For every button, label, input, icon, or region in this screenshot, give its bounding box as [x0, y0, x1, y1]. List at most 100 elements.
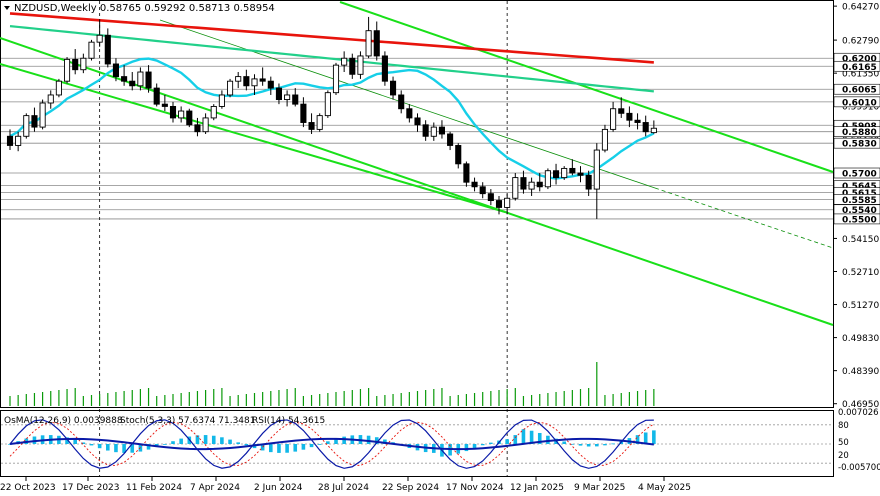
- time-tick-label: 22 Sep 2024: [382, 483, 439, 493]
- candle-bull: [251, 78, 258, 87]
- time-tick-label: 4 May 2025: [638, 483, 691, 493]
- osma-bar: [211, 435, 216, 444]
- level-label: 0.5880: [842, 128, 877, 138]
- candle-bull: [218, 94, 225, 107]
- price-tick-label: 0.59910: [842, 103, 879, 113]
- candle-bear: [585, 174, 592, 190]
- candle-bull: [593, 149, 600, 190]
- time-tick-label: 12 Jan 2025: [510, 483, 564, 493]
- candle-bear: [414, 117, 421, 126]
- candle-bull: [332, 64, 340, 94]
- indicator-axis-label: 20: [838, 451, 849, 461]
- time-tick-label: 2 Jun 2024: [254, 483, 303, 493]
- osma-bar: [73, 439, 77, 444]
- candle-bull: [23, 115, 30, 137]
- osma-bar: [537, 432, 542, 444]
- osma-bar: [546, 435, 550, 444]
- osma-bar: [163, 444, 167, 445]
- osma-bar: [179, 438, 183, 444]
- candle-bear: [463, 163, 470, 183]
- indicator-axis-label: -0.005700: [838, 463, 880, 473]
- candle-bull: [341, 57, 348, 66]
- candle-bear: [447, 133, 454, 146]
- osma-bar: [521, 429, 526, 444]
- candle-bear: [259, 78, 266, 82]
- level-label-box: [833, 167, 880, 179]
- osma-bar: [244, 444, 249, 446]
- candle-bear: [626, 112, 633, 121]
- time-tick-label: 17 Nov 2024: [446, 483, 504, 493]
- osma-bar: [635, 435, 640, 444]
- candle-bear: [104, 34, 111, 65]
- osma-bar: [562, 441, 566, 444]
- candle-bull: [88, 41, 95, 59]
- osma-bar: [342, 436, 346, 444]
- osma-bar: [65, 437, 69, 444]
- candle-bull: [316, 115, 323, 130]
- candle-bear: [129, 80, 136, 87]
- symbol-header: NZDUSD,Weekly 0.58765 0.59292 0.58713 0.…: [4, 3, 275, 14]
- candle-bear: [194, 124, 201, 133]
- candle-bull: [610, 108, 617, 130]
- candle-bear: [373, 30, 380, 57]
- osma-bar: [146, 444, 151, 450]
- osma-bar: [603, 444, 607, 446]
- time-tick-label: 17 Dec 2023: [62, 483, 120, 493]
- candle-bear: [390, 80, 397, 96]
- price-tick-label: 0.64270: [842, 3, 879, 13]
- candle-bull: [528, 181, 535, 190]
- osma-bar: [89, 444, 94, 446]
- candle-bear: [455, 145, 462, 165]
- indicator-axis-label: 80: [838, 421, 849, 431]
- volume-bars: [9, 362, 655, 406]
- candle-bull: [80, 57, 87, 71]
- candle-bear: [577, 172, 584, 176]
- candle-bear: [471, 181, 478, 188]
- osma-bar: [383, 439, 387, 444]
- candle-bull: [55, 80, 62, 96]
- level-label-box: [833, 83, 880, 95]
- time-tick-label: 11 Feb 2024: [126, 483, 182, 493]
- level-label: 0.5540: [842, 206, 877, 216]
- level-label: 0.6010: [842, 98, 877, 108]
- level-label: 0.5615: [842, 189, 877, 199]
- collapse-triangle-icon[interactable]: [4, 6, 10, 10]
- indicator-panel-frame: [0, 410, 834, 477]
- candle-bear: [569, 167, 576, 174]
- osma-bar: [505, 439, 509, 444]
- price-tick-label: 0.51270: [842, 301, 879, 311]
- candle-bear: [406, 108, 413, 119]
- candle-bear: [422, 124, 429, 137]
- candle-bear: [153, 87, 160, 105]
- stoch-main-line: [9, 419, 654, 469]
- candle-bull: [324, 92, 331, 117]
- osma-bar: [195, 435, 200, 444]
- candle-bear: [145, 71, 152, 89]
- osma-bar: [480, 444, 485, 446]
- candle-bear: [349, 57, 356, 75]
- candle-bull: [63, 58, 71, 82]
- stoch-signal-line: [9, 421, 655, 466]
- level-label-box: [833, 96, 880, 108]
- osma-bar: [570, 443, 575, 445]
- candle-bull: [202, 117, 209, 133]
- candle-bull: [178, 110, 185, 119]
- indicator-panel[interactable]: 0.007026 80 50 20 -0.005700 OsMA(12,26,9) 0.…: [0, 408, 880, 477]
- osma-bar: [122, 444, 126, 453]
- candle-bear: [169, 105, 177, 119]
- osma-bar: [285, 444, 289, 453]
- price-tick-label: 0.62790: [842, 37, 879, 47]
- ma-200-line: [9, 12, 654, 64]
- osma-bar: [203, 435, 208, 444]
- osma-bar: [374, 437, 379, 444]
- level-label: 0.6165: [842, 63, 877, 73]
- channel-line: [654, 187, 834, 249]
- main-price-panel[interactable]: 0.642700.627900.613500.599100.584700.570…: [0, 0, 880, 477]
- osma-bar: [8, 444, 12, 445]
- candle-bear: [618, 108, 625, 114]
- osma-bar: [220, 437, 224, 444]
- osma-bar: [236, 442, 240, 444]
- candle-bull: [47, 94, 54, 104]
- indicator-axis-label: 50: [838, 438, 849, 448]
